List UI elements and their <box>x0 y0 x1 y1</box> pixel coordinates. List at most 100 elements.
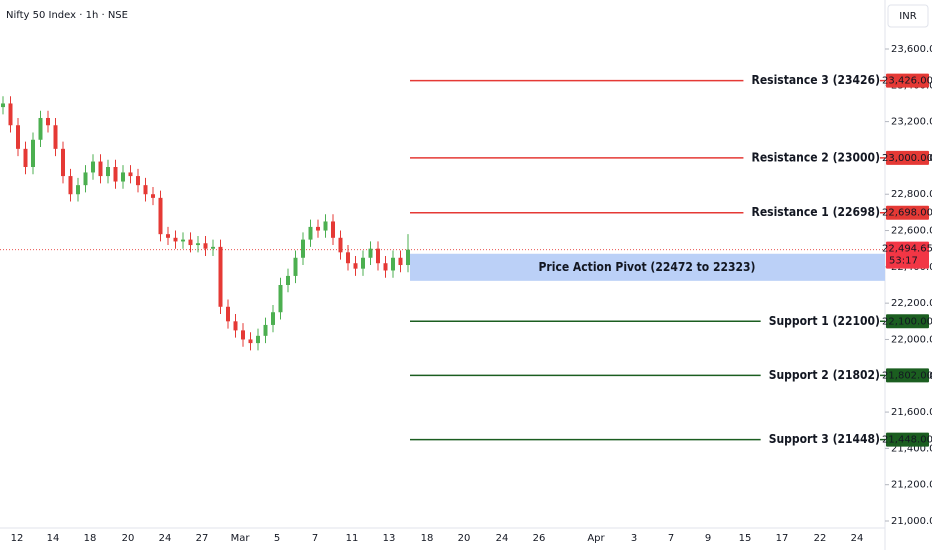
candle-body <box>173 237 178 242</box>
candle-body <box>23 148 28 167</box>
x-tick-label: 18 <box>421 533 434 544</box>
candle-body <box>166 234 170 238</box>
y-tick-label: 21,000.00 <box>891 516 932 527</box>
price-tag <box>886 314 929 329</box>
current-price-label: 22,494.65 <box>882 244 932 255</box>
candle-body <box>308 226 313 240</box>
currency: INR <box>899 11 916 22</box>
candle-body <box>278 285 283 313</box>
price-tag <box>886 205 929 220</box>
candle-body <box>136 176 140 186</box>
x-tick-label: 18 <box>84 533 97 544</box>
level-label-bg <box>743 72 880 89</box>
level-label: Support 1 (22100) <box>769 314 880 328</box>
y-tick-label: 22,200.00 <box>891 298 932 309</box>
countdown: 53:17 <box>889 256 918 267</box>
candle-body <box>368 248 373 258</box>
candle-body <box>181 239 185 242</box>
price-tag <box>886 73 929 88</box>
candle-body <box>218 246 223 307</box>
x-tick-label: 22 <box>814 533 827 544</box>
y-tick-label: 22,800.00 <box>891 189 932 200</box>
candle-body <box>113 167 118 182</box>
level-label-bg <box>743 204 880 221</box>
price-tag <box>886 368 929 383</box>
price-tag-label: 22,100.00 <box>882 316 932 327</box>
candle-body <box>233 321 238 331</box>
x-tick-label: 15 <box>739 533 752 544</box>
x-tick-label: 26 <box>533 533 546 544</box>
candle-body <box>38 117 43 140</box>
candle-body <box>31 139 35 167</box>
y-tick-label: 21,600.00 <box>891 407 932 418</box>
x-tick-label: 7 <box>668 533 674 544</box>
y-tick-label: 23,600.00 <box>891 44 932 55</box>
candle-body <box>76 185 80 195</box>
x-tick-label: 24 <box>159 533 172 544</box>
level-label: Resistance 3 (23426) <box>752 73 881 87</box>
level-label-bg <box>760 367 880 384</box>
candle-body <box>211 246 215 249</box>
candle-body <box>346 252 350 264</box>
x-tick-label: Apr <box>587 533 605 544</box>
x-tick-label: 9 <box>705 533 711 544</box>
candle-body <box>391 257 395 271</box>
candle-body <box>8 103 13 126</box>
level-label-bg <box>760 313 880 330</box>
candle-body <box>301 239 305 258</box>
candle-body <box>121 172 125 182</box>
candle-body <box>61 148 65 177</box>
candle-body <box>256 335 260 344</box>
candle-body <box>241 330 245 340</box>
candle-body <box>158 197 163 235</box>
x-tick-label: 20 <box>458 533 471 544</box>
currency-box[interactable] <box>887 4 929 28</box>
x-tick-label: 20 <box>122 533 135 544</box>
x-tick-label: 5 <box>274 533 280 544</box>
y-tick-label: 22,600.00 <box>891 226 932 237</box>
level-label-bg <box>760 431 880 448</box>
level-label-bg <box>743 149 880 166</box>
current-price-tag <box>886 241 929 269</box>
price-tag-label: 21,448.00 <box>882 435 932 446</box>
candle-body <box>338 237 343 253</box>
pivot-zone <box>410 253 885 281</box>
y-tick-label: 21,200.00 <box>891 480 932 491</box>
candle-body <box>271 312 275 325</box>
candle-body <box>98 161 103 177</box>
candle-body <box>293 257 298 276</box>
candle-body <box>286 275 290 285</box>
candle-body <box>83 172 88 186</box>
price-tag-label: 21,802.00 <box>882 370 932 381</box>
x-tick-label: 24 <box>496 533 509 544</box>
x-tick-label: 17 <box>776 533 789 544</box>
level-label: Resistance 2 (23000) <box>752 150 881 164</box>
candle-body <box>383 263 388 271</box>
candle-body <box>91 161 95 173</box>
x-tick-label: 12 <box>11 533 24 544</box>
candle-body <box>53 125 58 149</box>
price-tag <box>886 432 929 447</box>
x-tick-label: 24 <box>851 533 864 544</box>
candle-body <box>353 263 358 269</box>
candle-body <box>1 103 5 108</box>
candle-body <box>106 167 110 177</box>
candle-body <box>248 339 253 344</box>
candle-body <box>263 324 268 336</box>
candle-body <box>196 243 200 246</box>
y-tick-label: 21,400.00 <box>891 443 932 454</box>
chart-title: Nifty 50 Index · 1h · NSE <box>6 10 128 21</box>
candle-body <box>226 306 230 322</box>
candle-body <box>323 221 328 231</box>
candle-body <box>331 221 335 238</box>
y-tick-label: 23,200.00 <box>891 117 932 128</box>
candle-body <box>16 125 20 149</box>
x-tick-label: 7 <box>312 533 318 544</box>
level-label: Support 2 (21802) <box>769 368 880 382</box>
candle-body <box>376 248 380 264</box>
candle-body <box>143 185 148 195</box>
candle-body <box>361 257 365 269</box>
price-tag <box>886 150 929 165</box>
price-tag-label: 22,698.00 <box>882 208 932 219</box>
